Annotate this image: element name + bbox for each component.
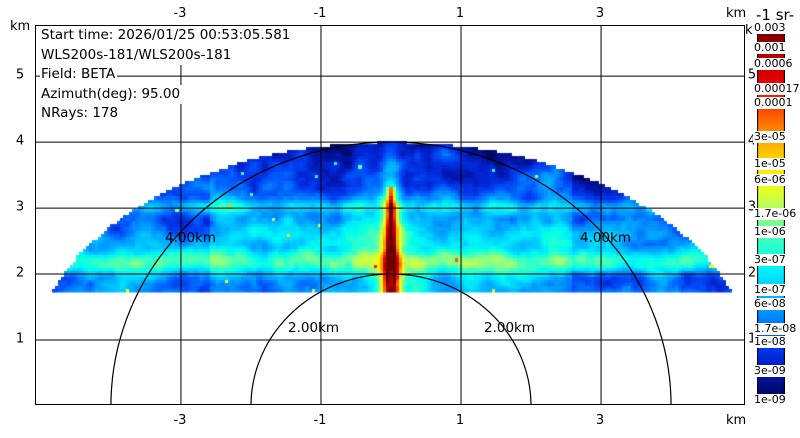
colorbar-units-label: -1 sr- bbox=[756, 6, 795, 24]
range-ring-4km bbox=[110, 141, 672, 404]
axis-unit-top-right: km bbox=[726, 6, 747, 21]
x-tick-top--1: -1 bbox=[313, 6, 327, 21]
range-ring-label-0: 4.00km bbox=[165, 230, 217, 246]
colorbar-tick-2: 0.0006 bbox=[753, 56, 794, 70]
x-tick-top-3: 3 bbox=[595, 6, 605, 21]
range-ring-label-3: 2.00km bbox=[484, 320, 536, 336]
y-tick-left-1: 1 bbox=[15, 331, 25, 347]
colorbar-tick-12: 6e-08 bbox=[753, 297, 787, 311]
colorbar-tick-16: 1e-09 bbox=[753, 393, 787, 406]
colorbar-tick-0: 0.003 bbox=[753, 21, 787, 34]
y-tick-right-4: 4 bbox=[747, 133, 757, 149]
colorbar-tick-10: 3e-07 bbox=[753, 253, 787, 267]
colorbar-tick-9: 1e-06 bbox=[753, 225, 787, 239]
x-tick-bottom-3: 3 bbox=[595, 413, 605, 428]
y-tick-left-3: 3 bbox=[15, 199, 25, 215]
colorbar-tick-3: 0.00017 bbox=[753, 81, 800, 95]
colorbar-tick-4: 0.0001 bbox=[753, 96, 794, 110]
colorbar-tick-15: 3e-09 bbox=[753, 364, 787, 378]
grid-and-range-rings-overlay bbox=[36, 26, 744, 404]
colorbar-tick-11: 1e-07 bbox=[753, 282, 787, 296]
range-ring-label-2: 2.00km bbox=[288, 320, 340, 336]
y-tick-right-5: 5 bbox=[747, 67, 757, 83]
colorbar-tick-8: 1.7e-06 bbox=[753, 207, 798, 221]
x-tick-bottom-1: 1 bbox=[455, 413, 465, 428]
axis-unit-top-left: km bbox=[10, 19, 31, 34]
colorbar-tick-14: 1e-08 bbox=[753, 334, 787, 348]
y-tick-right-3: 3 bbox=[747, 199, 757, 215]
axis-unit-bottom-right: km bbox=[726, 413, 747, 428]
y-tick-left-2: 2 bbox=[15, 265, 25, 281]
colorbar-tick-5: 3e-05 bbox=[753, 129, 787, 143]
plot-area bbox=[35, 25, 745, 405]
x-tick-bottom--1: -1 bbox=[313, 413, 327, 428]
colorbar-tick-1: 0.001 bbox=[753, 40, 787, 54]
range-ring-label-1: 4.00km bbox=[580, 230, 632, 246]
y-tick-left-4: 4 bbox=[15, 133, 25, 149]
colorbar-tick-13: 1.7e-08 bbox=[753, 321, 798, 335]
y-tick-right-1: 1 bbox=[747, 331, 757, 347]
colorbar-tick-6: 1e-05 bbox=[753, 156, 787, 170]
x-tick-bottom--3: -3 bbox=[173, 413, 187, 428]
y-tick-right-2: 2 bbox=[747, 265, 757, 281]
colorbar-tick-7: 6e-06 bbox=[753, 173, 787, 187]
colorbar[interactable]: 0.003 0.001 0.0006 0.00017 0.0001 3e-05 1e-05 6… bbox=[753, 22, 800, 406]
y-tick-left-5: 5 bbox=[15, 67, 25, 83]
x-tick-top--3: -3 bbox=[173, 6, 187, 21]
x-tick-top-1: 1 bbox=[455, 6, 465, 21]
range-ring-2km bbox=[250, 273, 532, 404]
